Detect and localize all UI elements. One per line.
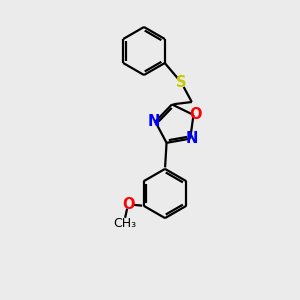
Text: N: N [148,114,160,129]
Text: O: O [189,107,201,122]
Text: S: S [176,75,187,90]
Text: N: N [185,131,198,146]
Text: CH₃: CH₃ [113,217,137,230]
Text: O: O [122,197,134,212]
